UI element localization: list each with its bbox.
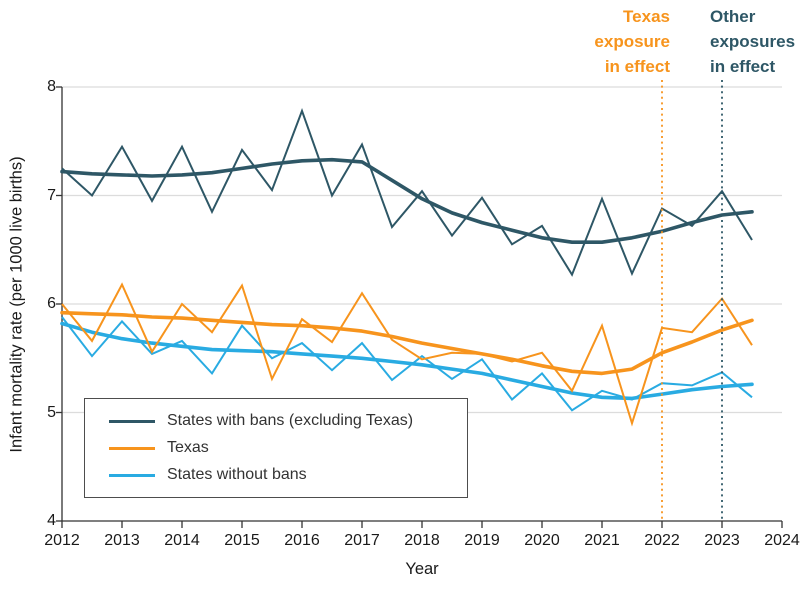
series-states-without-bans-trend-line xyxy=(60,321,754,401)
annotation-texas-exposure: Texas exposure in effect xyxy=(594,7,670,76)
annotation-other-exposures: Other exposures in effect xyxy=(710,7,796,76)
legend-row-1: Texas xyxy=(109,439,467,457)
legend-line-swatch xyxy=(109,473,155,477)
y-tick-label-8: 8 xyxy=(47,78,56,95)
x-tick-label-2013: 2013 xyxy=(104,532,140,549)
legend-line-swatch xyxy=(109,419,155,423)
x-tick-label-2023: 2023 xyxy=(704,532,740,549)
x-tick-label-2019: 2019 xyxy=(464,532,500,549)
y-tick-label-7: 7 xyxy=(47,186,56,204)
legend-line-swatch xyxy=(109,446,155,450)
legend-label: Texas xyxy=(167,439,209,456)
series-texas-raw-line xyxy=(61,282,753,427)
x-tick-label-2018: 2018 xyxy=(404,532,440,549)
y-axis-title: Infant mortality rate (per 1000 live bir… xyxy=(7,156,26,453)
x-tick-label-2022: 2022 xyxy=(644,532,680,549)
y-tick-label-4: 4 xyxy=(47,512,56,529)
x-tick-label-2012: 2012 xyxy=(44,532,80,549)
legend: States with bans (excluding Texas) Texas S… xyxy=(84,398,468,498)
y-tick-label-5: 5 xyxy=(47,403,56,421)
x-tick-label-2017: 2017 xyxy=(344,532,380,549)
x-tick-label-2015: 2015 xyxy=(224,532,260,549)
series-states-with-bans-excluding-texas-raw-line xyxy=(61,107,753,277)
x-tick-label-2024: 2024 xyxy=(764,532,800,549)
legend-label: States with bans (excluding Texas) xyxy=(167,412,414,429)
x-axis-title: Year xyxy=(405,560,439,578)
legend-row-2: States without bans xyxy=(109,466,467,484)
series-states-with-bans-excluding-texas-trend-line xyxy=(60,157,754,244)
x-tick-label-2020: 2020 xyxy=(524,532,560,549)
series-texas-trend-line xyxy=(60,310,754,376)
y-tick-label-6: 6 xyxy=(47,295,56,312)
legend-label: States without bans xyxy=(167,466,307,483)
legend-row-0: States with bans (excluding Texas) xyxy=(109,412,467,430)
x-tick-label-2016: 2016 xyxy=(284,532,320,549)
x-tick-label-2021: 2021 xyxy=(584,532,620,549)
x-tick-label-2014: 2014 xyxy=(164,532,200,549)
